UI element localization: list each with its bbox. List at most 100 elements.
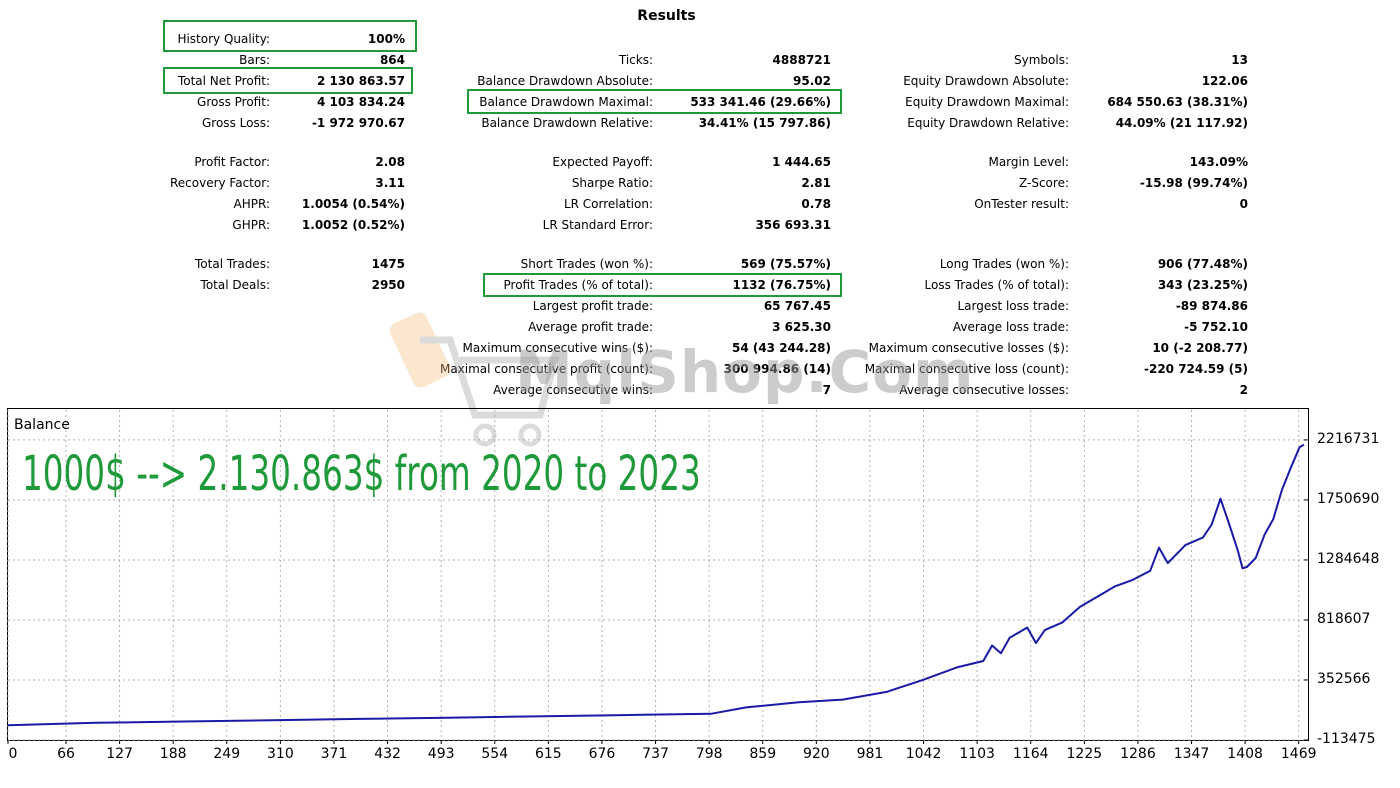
col1-value-4: -1 972 970.67 — [311, 116, 405, 130]
x-tick-label-20: 1225 — [1066, 746, 1103, 762]
col3-value-5: -15.98 (99.74%) — [1139, 176, 1248, 190]
col1-value-3: 4 103 834.24 — [316, 95, 405, 109]
x-tick-label-0: 0 — [8, 746, 18, 762]
col2-value-8: 569 (75.57%) — [740, 257, 831, 271]
x-tick-label-17: 1042 — [905, 746, 942, 762]
col2-value-11: 3 625.30 — [772, 320, 831, 334]
col1-value-7: 1.0054 (0.54%) — [301, 197, 405, 211]
col2-label-1: Balance Drawdown Absolute: — [477, 74, 653, 88]
col2-label-12: Maximum consecutive wins ($): — [462, 341, 653, 355]
x-tick-label-18: 1103 — [959, 746, 995, 762]
y-tick-label-4: 352566 — [1317, 670, 1371, 687]
col1-value-5: 2.08 — [375, 155, 405, 169]
col1-value-1: 864 — [379, 53, 405, 67]
col1-highlight-box-2 — [163, 67, 413, 94]
x-tick-label-24: 1469 — [1280, 746, 1317, 762]
col1-label-7: AHPR: — [233, 197, 270, 211]
x-tick-label-5: 310 — [267, 746, 294, 762]
col2-value-4: 1 444.65 — [772, 155, 831, 169]
col2-value-2: 533 341.46 (29.66%) — [690, 95, 831, 109]
col3-label-13: Average consecutive losses: — [899, 383, 1069, 397]
col2-label-14: Average consecutive wins: — [493, 383, 653, 397]
x-tick-label-7: 432 — [374, 746, 401, 762]
x-tick-label-2: 127 — [106, 746, 133, 762]
col3-value-10: -5 752.10 — [1184, 320, 1248, 334]
x-tick-label-16: 981 — [856, 746, 884, 762]
x-tick-label-23: 1408 — [1227, 746, 1263, 762]
col2-label-0: Ticks: — [618, 53, 653, 67]
x-tick-label-14: 859 — [749, 746, 777, 762]
col2-label-2: Balance Drawdown Maximal: — [479, 95, 653, 109]
col2-value-1: 95.02 — [793, 74, 831, 88]
results-title: Results — [637, 8, 696, 24]
col3-value-12: -220 724.59 (5) — [1143, 362, 1248, 376]
col1-label-6: Recovery Factor: — [169, 176, 270, 190]
col1-value-8: 1.0052 (0.52%) — [301, 218, 405, 232]
col2-label-7: LR Standard Error: — [542, 218, 653, 232]
col2-label-10: Largest profit trade: — [532, 299, 653, 313]
col2-highlight-box-2 — [467, 89, 842, 114]
col3-value-13: 2 — [1239, 383, 1248, 397]
col2-value-10: 65 767.45 — [763, 299, 831, 313]
y-tick-label-1: 1750690 — [1317, 490, 1380, 507]
x-tick-label-6: 371 — [320, 746, 348, 762]
col1-label-0: History Quality: — [177, 32, 270, 46]
col2-label-11: Average profit trade: — [528, 320, 653, 334]
col3-label-2: Equity Drawdown Maximal: — [905, 95, 1069, 109]
col1-label-8: GHPR: — [232, 218, 270, 232]
x-tick-label-15: 920 — [802, 746, 830, 762]
x-tick-label-10: 615 — [534, 746, 562, 762]
col2-value-12: 54 (43 244.28) — [731, 341, 831, 355]
col1-value-10: 2950 — [371, 278, 405, 292]
col2-value-0: 4888721 — [772, 53, 831, 67]
col3-value-11: 10 (-2 208.77) — [1152, 341, 1248, 355]
col3-value-1: 122.06 — [1201, 74, 1248, 88]
col3-label-10: Average loss trade: — [952, 320, 1069, 334]
col1-value-9: 1475 — [371, 257, 405, 271]
x-tick-label-8: 493 — [427, 746, 455, 762]
col3-label-4: Margin Level: — [988, 155, 1069, 169]
col3-value-7: 906 (77.48%) — [1157, 257, 1248, 271]
x-tick-label-3: 188 — [159, 746, 187, 762]
col1-value-6: 3.11 — [375, 176, 405, 190]
col3-label-9: Largest loss trade: — [957, 299, 1069, 313]
col1-label-5: Profit Factor: — [194, 155, 270, 169]
x-tick-label-19: 1164 — [1012, 746, 1049, 762]
shopping-cart-icon — [389, 312, 560, 447]
col3-label-3: Equity Drawdown Relative: — [907, 116, 1069, 130]
col2-value-3: 34.41% (15 797.86) — [698, 116, 831, 130]
col2-label-9: Profit Trades (% of total): — [503, 278, 653, 292]
col2-label-4: Expected Payoff: — [552, 155, 653, 169]
col3-value-3: 44.09% (21 117.92) — [1115, 116, 1248, 130]
y-tick-label-3: 818607 — [1317, 610, 1371, 627]
col3-value-9: -89 874.86 — [1175, 299, 1248, 313]
balance-line-series-0 — [7, 443, 1305, 727]
col3-label-0: Symbols: — [1014, 53, 1069, 67]
x-tick-label-21: 1286 — [1120, 746, 1156, 762]
col2-value-6: 0.78 — [801, 197, 831, 211]
col2-value-13: 300 994.86 (14) — [723, 362, 831, 376]
col1-value-0: 100% — [367, 32, 405, 46]
col3-label-7: Long Trades (won %): — [939, 257, 1069, 271]
col1-label-10: Total Deals: — [200, 278, 270, 292]
col2-label-13: Maximal consecutive profit (count): — [439, 362, 653, 376]
col2-label-8: Short Trades (won %): — [520, 257, 653, 271]
chart-title: Balance — [14, 417, 70, 433]
y-tick-label-2: 1284648 — [1317, 550, 1380, 567]
col2-value-14: 7 — [822, 383, 831, 397]
col1-label-2: Total Net Profit: — [177, 74, 270, 88]
x-tick-label-9: 554 — [481, 746, 509, 762]
col3-value-0: 13 — [1231, 53, 1248, 67]
col2-label-6: LR Correlation: — [563, 197, 653, 211]
col3-value-4: 143.09% — [1189, 155, 1248, 169]
x-tick-label-22: 1347 — [1173, 746, 1210, 762]
col2-label-5: Sharpe Ratio: — [571, 176, 653, 190]
col3-label-1: Equity Drawdown Absolute: — [903, 74, 1069, 88]
x-tick-label-13: 798 — [695, 746, 723, 762]
col3-label-12: Maximal consecutive loss (count): — [864, 362, 1069, 376]
x-tick-label-12: 737 — [642, 746, 669, 762]
col3-label-6: OnTester result: — [974, 197, 1069, 211]
col2-value-7: 356 693.31 — [755, 218, 831, 232]
col1-highlight-box-0 — [163, 20, 417, 52]
